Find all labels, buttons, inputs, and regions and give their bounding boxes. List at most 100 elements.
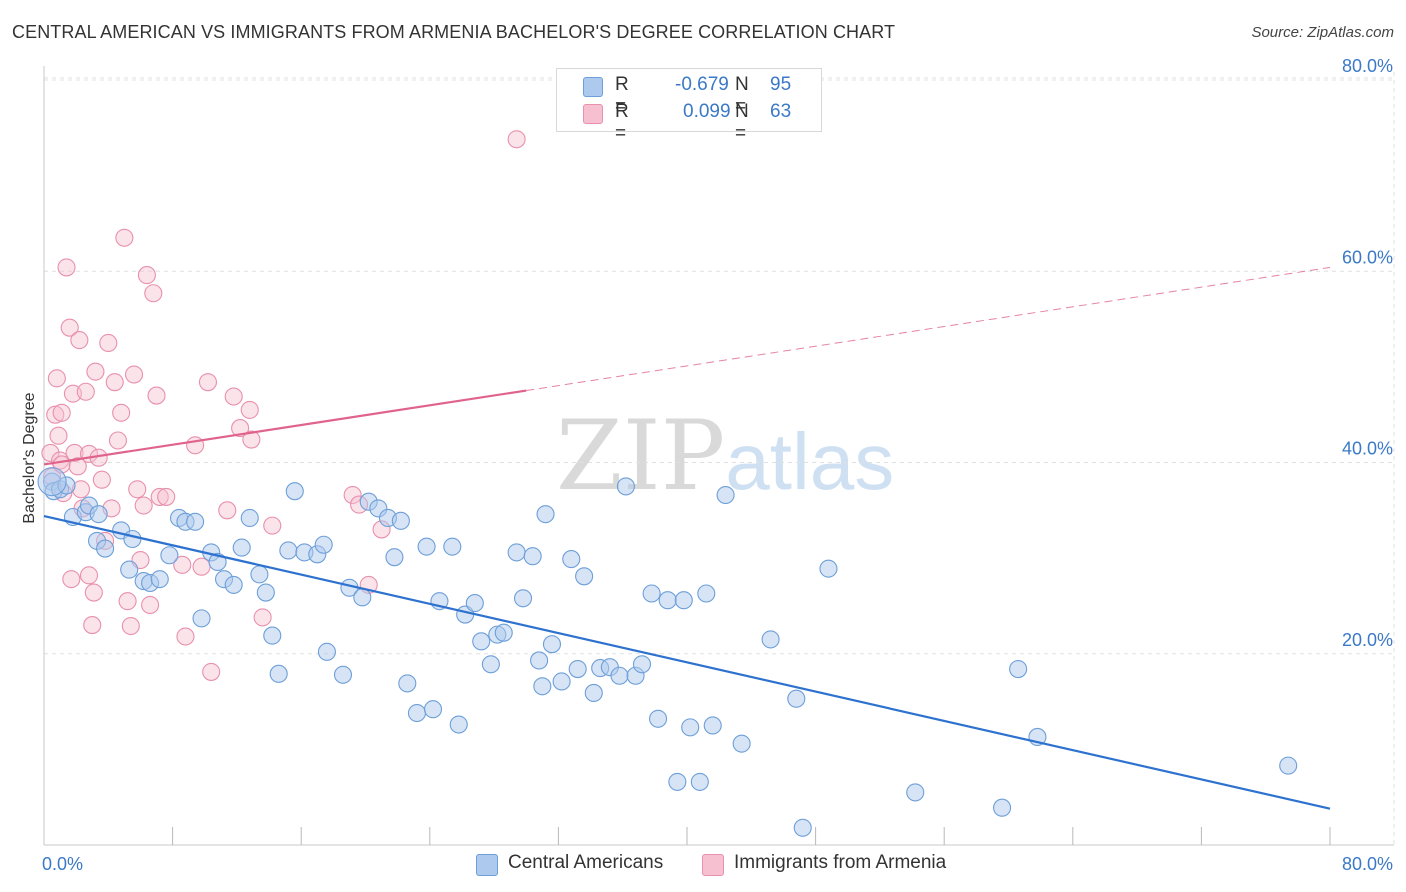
data-point-central-americans xyxy=(584,683,603,703)
data-point-central-americans xyxy=(398,674,417,693)
data-point-central-americans xyxy=(391,511,410,530)
data-point-armenia xyxy=(231,419,250,438)
data-point-armenia xyxy=(128,480,147,499)
data-point-armenia xyxy=(68,457,87,476)
y-axis-title: Bachelor's Degree xyxy=(21,392,38,523)
y-tick-label: 60.0% xyxy=(1342,247,1393,267)
legend-n-label: N = xyxy=(735,74,749,117)
data-point-central-americans xyxy=(732,734,751,753)
data-point-armenia xyxy=(52,403,71,422)
data-point-armenia xyxy=(83,616,102,635)
legend-swatch-pink xyxy=(702,854,724,876)
data-point-central-americans xyxy=(616,477,635,496)
data-point-armenia xyxy=(62,570,81,589)
data-point-armenia xyxy=(157,487,176,506)
data-point-armenia xyxy=(57,258,76,277)
legend-r-label: R = xyxy=(615,101,629,144)
data-point-central-americans xyxy=(533,677,552,696)
source-label: Source: ZipAtlas.com xyxy=(1251,24,1394,41)
data-point-central-americans xyxy=(632,655,652,674)
watermark-atlas: atlas xyxy=(725,417,895,506)
data-point-armenia xyxy=(192,557,211,576)
data-point-central-americans xyxy=(160,546,179,565)
data-point-central-americans xyxy=(523,547,542,566)
data-point-central-americans xyxy=(240,508,259,528)
data-point-armenia xyxy=(224,387,243,406)
legend-r-value: -0.679 xyxy=(675,74,729,95)
data-point-central-americans xyxy=(407,703,426,723)
data-point-central-americans xyxy=(568,659,587,679)
data-point-central-americans xyxy=(697,584,716,603)
y-tick-label: 80.0% xyxy=(1342,56,1393,76)
data-point-armenia xyxy=(150,487,169,506)
axes xyxy=(43,66,1394,846)
data-point-central-americans xyxy=(542,635,562,654)
data-point-armenia xyxy=(70,331,89,350)
data-point-central-americans xyxy=(423,700,443,719)
data-point-central-americans xyxy=(472,632,491,651)
data-point-central-americans xyxy=(224,575,243,594)
data-point-armenia xyxy=(173,555,192,574)
data-point-central-americans xyxy=(333,665,353,684)
data-point-central-americans xyxy=(494,623,513,642)
data-point-central-americans xyxy=(89,505,108,524)
data-point-central-americans xyxy=(690,772,709,791)
data-point-central-americans xyxy=(208,552,227,572)
data-point-central-americans xyxy=(385,548,404,567)
chart-title: CENTRAL AMERICAN VS IMMIGRANTS FROM ARME… xyxy=(12,22,896,42)
data-point-central-americans xyxy=(668,772,687,791)
data-point-central-americans xyxy=(353,588,372,607)
data-point-central-americans xyxy=(192,609,211,628)
data-point-central-americans xyxy=(449,715,468,734)
data-point-armenia xyxy=(218,501,237,520)
legend-r-value: 0.099 xyxy=(683,101,731,122)
data-point-central-americans xyxy=(123,529,142,549)
legend-swatch-blue xyxy=(476,854,498,876)
data-point-armenia xyxy=(76,382,95,401)
data-point-armenia xyxy=(242,430,261,449)
data-point-central-americans xyxy=(642,584,661,603)
data-point-central-americans xyxy=(186,512,205,531)
data-point-central-americans xyxy=(96,539,115,558)
data-point-armenia xyxy=(124,365,144,384)
tick-labels: 20.0% 40.0% 60.0% 80.0% 0.0% 80.0% xyxy=(42,56,1393,874)
data-point-central-americans xyxy=(1009,659,1028,679)
trend-lines xyxy=(43,266,1331,810)
data-point-central-americans xyxy=(761,630,780,649)
data-point-central-americans xyxy=(658,591,677,610)
data-point-central-americans xyxy=(906,783,925,802)
data-point-central-americans xyxy=(562,550,581,569)
data-point-central-americans xyxy=(317,642,336,661)
data-point-armenia xyxy=(49,426,68,445)
data-point-armenia xyxy=(263,516,282,535)
legend-n-label: N = xyxy=(735,101,749,144)
data-point-central-americans xyxy=(681,718,700,737)
data-point-armenia xyxy=(65,443,84,462)
watermark: ZIPatlas xyxy=(556,400,894,512)
legend-label: Central Americans xyxy=(508,852,664,873)
trend-line-armenia-dashed xyxy=(526,266,1331,392)
data-point-armenia xyxy=(84,583,103,602)
legend-n-value: 63 xyxy=(770,101,792,122)
data-point-central-americans xyxy=(232,538,251,557)
data-point-armenia xyxy=(46,405,65,424)
data-point-armenia xyxy=(115,228,134,247)
y-tick-label: 40.0% xyxy=(1342,439,1393,459)
data-point-central-americans xyxy=(1279,756,1298,775)
data-point-armenia xyxy=(134,496,153,515)
data-point-central-americans xyxy=(481,655,500,674)
data-point-central-americans xyxy=(649,709,668,728)
data-point-armenia xyxy=(240,400,259,419)
data-point-armenia xyxy=(41,443,60,462)
data-point-central-americans xyxy=(530,651,549,670)
series-central-americans-points xyxy=(37,467,1298,837)
data-point-central-americans xyxy=(703,716,722,735)
data-point-central-americans xyxy=(552,672,571,691)
data-point-armenia xyxy=(507,130,526,149)
data-point-central-americans xyxy=(674,591,693,610)
data-point-armenia xyxy=(92,470,111,489)
data-point-armenia xyxy=(112,403,131,422)
data-point-central-americans xyxy=(610,666,629,685)
data-point-armenia xyxy=(253,608,272,627)
